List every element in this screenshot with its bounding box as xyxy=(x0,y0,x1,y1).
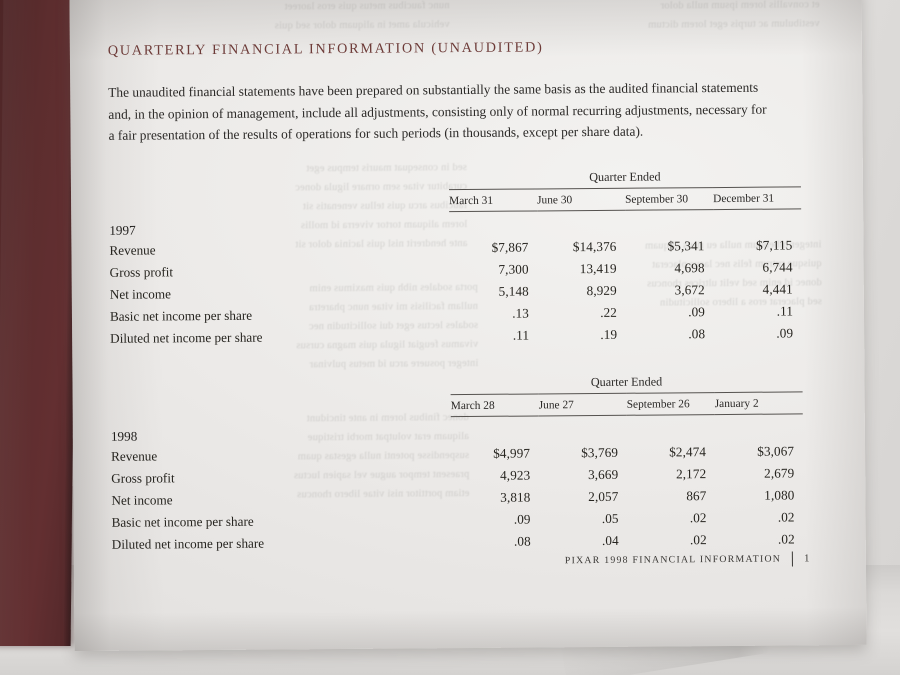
row-value: .02 xyxy=(777,530,795,547)
row-value: .09 xyxy=(776,325,794,341)
column-header-q4: January 2 xyxy=(714,391,803,415)
row-label: Diluted net income per share xyxy=(111,535,265,552)
page-title: QUARTERLY FINANCIAL INFORMATION (UNAUDIT… xyxy=(107,39,544,59)
row-value: 7,300 xyxy=(498,261,529,277)
row-label: Basic net income per share xyxy=(111,513,254,530)
row-value: 4,441 xyxy=(762,281,793,297)
row-value: .19 xyxy=(600,326,618,342)
row-label: Net income xyxy=(111,491,173,508)
intro-paragraph: The unaudited financial statements have … xyxy=(108,76,796,146)
row-value: 8,929 xyxy=(586,282,617,299)
row-value: .04 xyxy=(601,532,619,548)
year-label: 1998 xyxy=(110,428,138,444)
row-value: .05 xyxy=(601,510,619,526)
row-value: .11 xyxy=(776,303,794,319)
row-value: 1,080 xyxy=(764,486,795,503)
column-header-q3: September 26 xyxy=(626,392,715,416)
column-header-q1: March 31 xyxy=(448,188,538,212)
quarterly-table-1997: Quarter Ended March 31 June 30 September… xyxy=(109,167,802,350)
bleed-through-text: nunc faucibus metus quis eros laoreet ve… xyxy=(274,0,450,32)
row-value: .11 xyxy=(512,327,530,343)
column-header-q2: June 30 xyxy=(536,187,626,211)
year-label: 1997 xyxy=(109,222,136,238)
row-label: Gross profit xyxy=(111,469,175,486)
quarterly-table-1998: Quarter Ended March 28 June 27 September… xyxy=(110,372,803,555)
row-value: .22 xyxy=(600,304,618,320)
row-value: 4,698 xyxy=(674,260,705,276)
table-row: Diluted net income per share .11 .19 .08… xyxy=(110,322,802,349)
footer-divider-icon xyxy=(792,551,794,567)
cover-sheen xyxy=(0,0,38,646)
column-header-q3: September 30 xyxy=(624,187,714,210)
row-value: $7,867 xyxy=(491,239,529,255)
row-value: .02 xyxy=(777,508,795,525)
row-value: 4,923 xyxy=(500,467,531,483)
row-value: 2,172 xyxy=(675,465,707,481)
row-value: .02 xyxy=(689,509,707,525)
row-value: 13,419 xyxy=(579,260,617,277)
row-label: Net income xyxy=(109,286,172,302)
row-value: $4,997 xyxy=(493,445,531,461)
column-header-q4: December 31 xyxy=(712,186,802,210)
document-page: nunc faucibus metus quis eros laoreet ve… xyxy=(69,0,867,652)
footer-page-number: 1 xyxy=(804,553,810,565)
page-bottom-shadow xyxy=(74,606,867,652)
column-header-q1: March 28 xyxy=(450,393,539,417)
row-value: .02 xyxy=(689,531,707,547)
intro-line-3: a fair presentation of the results of op… xyxy=(108,123,644,143)
row-value: 2,057 xyxy=(588,488,619,504)
row-value: $7,115 xyxy=(756,237,793,253)
footer-label: PIXAR 1998 FINANCIAL INFORMATION xyxy=(564,553,782,567)
row-value: 5,148 xyxy=(498,283,529,299)
row-value: 3,818 xyxy=(500,489,531,505)
row-value: .09 xyxy=(513,511,531,527)
row-label: Basic net income per share xyxy=(109,307,253,324)
row-label: Revenue xyxy=(111,447,158,464)
row-value: .09 xyxy=(688,304,706,320)
row-value: 867 xyxy=(686,487,707,503)
row-label: Revenue xyxy=(109,242,156,258)
page-footer: PIXAR 1998 FINANCIAL INFORMATION 1 xyxy=(565,551,810,568)
column-header-q2: June 27 xyxy=(538,393,627,416)
row-value: .08 xyxy=(688,326,706,342)
header-spacer xyxy=(111,395,451,420)
row-value: $2,474 xyxy=(669,443,707,459)
row-value: 2,679 xyxy=(764,464,795,481)
row-value: .13 xyxy=(512,305,530,321)
book-cover xyxy=(0,0,78,646)
row-value: .08 xyxy=(513,533,531,549)
row-value: $3,067 xyxy=(757,442,795,459)
row-value: 3,669 xyxy=(587,466,619,482)
row-value: $14,376 xyxy=(572,238,617,255)
row-value: 3,672 xyxy=(674,282,705,298)
bleed-through-text: et convallis lorem ipsum nulla dolor ves… xyxy=(647,0,820,31)
row-value: $5,341 xyxy=(667,238,705,254)
row-label: Diluted net income per share xyxy=(110,329,263,346)
page-content: QUARTERLY FINANCIAL INFORMATION (UNAUDIT… xyxy=(108,37,812,583)
header-spacer xyxy=(109,189,449,214)
row-value: $3,769 xyxy=(581,444,619,460)
row-value: 6,744 xyxy=(762,259,793,275)
row-label: Gross profit xyxy=(109,264,174,280)
